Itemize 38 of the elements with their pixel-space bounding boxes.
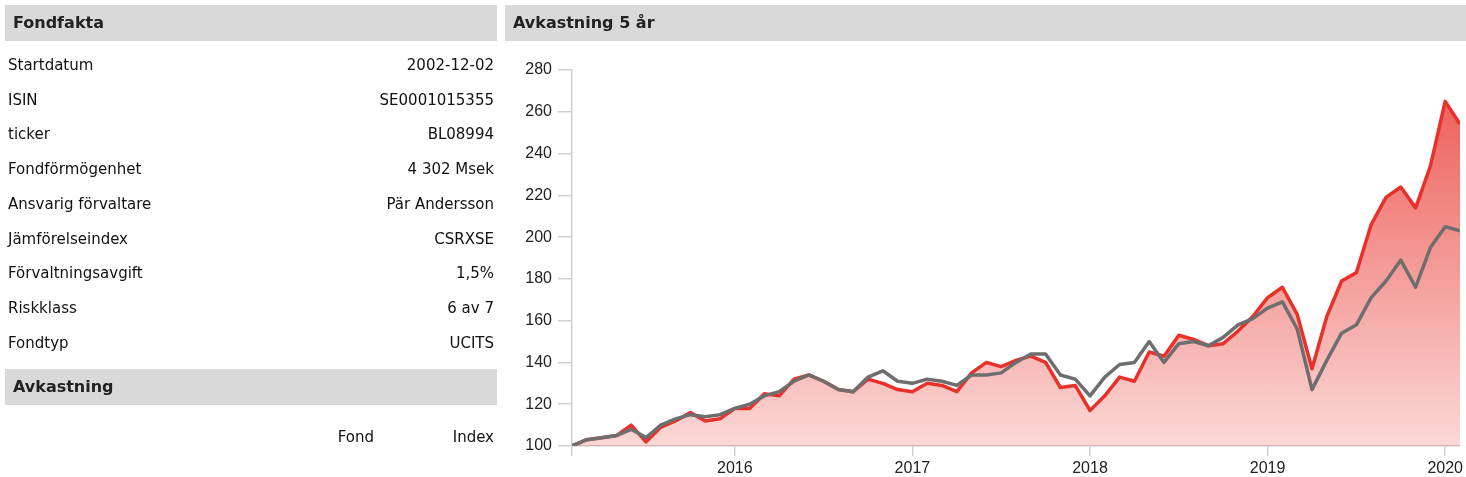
text: Fondtyp	[8, 333, 69, 352]
y-tick-label: 120	[525, 394, 553, 412]
y-tick-label: 180	[525, 269, 553, 287]
text: 1,5%	[455, 264, 494, 283]
y-tick-label: 200	[525, 227, 553, 245]
x-tick-label: 2019	[1249, 459, 1286, 477]
y-tick-label: 280	[525, 60, 553, 78]
text: 2002-12-02	[406, 56, 494, 74]
text: Avkastning	[5, 369, 497, 405]
text: Pär Andersson	[386, 194, 494, 213]
text: BL08994	[427, 125, 494, 144]
text: Fond	[336, 428, 374, 446]
text: 6 av 7	[447, 298, 494, 317]
y-tick-label: 100	[525, 436, 553, 454]
y-tick-label: 140	[525, 352, 553, 370]
text: Jämförelseindex	[8, 229, 128, 248]
y-tick-label: 260	[525, 102, 553, 120]
text: ISIN	[8, 90, 38, 109]
text: Startdatum	[8, 56, 94, 74]
y-tick-label: 220	[525, 185, 553, 203]
y-tick-label: 240	[525, 143, 553, 161]
text: SE0001015355	[379, 90, 494, 109]
text: ticker	[8, 125, 50, 144]
chart-title: Avkastning 5 år	[505, 5, 1466, 41]
text: 4 302 Msek	[407, 160, 494, 179]
y-tick-label: 160	[525, 311, 553, 329]
x-tick-label: 2017	[894, 459, 931, 477]
text: Index	[451, 428, 494, 446]
x-tick-label: 2020	[1427, 459, 1464, 477]
text: Fondförmögenhet	[8, 160, 142, 179]
text: Förvaltningsavgift	[8, 264, 143, 283]
text: CSRXSE	[434, 229, 494, 248]
text: Fondfakta	[5, 5, 497, 41]
text: UCITS	[449, 333, 494, 352]
text: Riskklass	[8, 298, 77, 317]
text: Ansvarig förvaltare	[8, 194, 152, 213]
x-tick-label: 2018	[1072, 459, 1108, 477]
x-tick-label: 2016	[717, 459, 753, 477]
